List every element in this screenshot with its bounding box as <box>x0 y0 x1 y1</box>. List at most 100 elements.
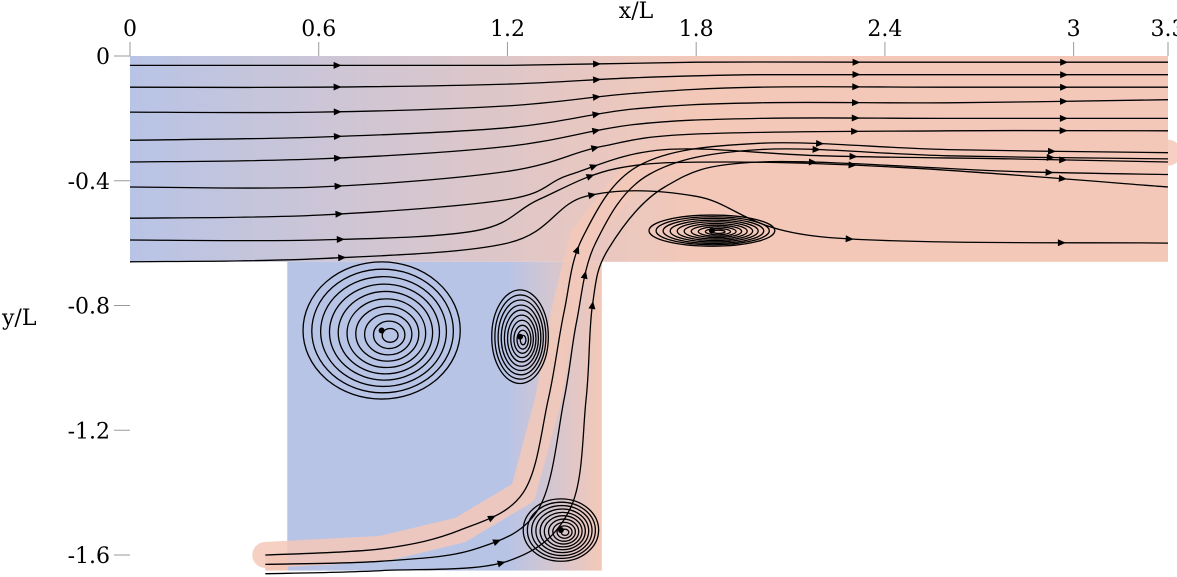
streamline-2-arrow-2 <box>852 83 861 91</box>
streamline-3-arrow-0 <box>333 133 342 141</box>
streamline-11-arrow-1 <box>588 300 596 310</box>
streamline-4-arrow-1 <box>591 127 601 135</box>
vortex-1-ring-1 <box>519 334 527 346</box>
streamline-10-arrow-3 <box>1047 147 1056 155</box>
streamline-3 <box>129 99 1169 141</box>
streamline-5-arrow-1 <box>590 145 600 153</box>
streamline-5-arrow-2 <box>851 127 860 135</box>
streamline-9-arrow-1 <box>580 270 588 280</box>
streamline-9-arrow-3 <box>1046 153 1055 161</box>
streamline-8-arrow-3 <box>1057 239 1066 247</box>
vortex-0-ring-1 <box>381 327 399 343</box>
vortex-1-ring-3 <box>513 324 532 354</box>
streamlines <box>129 58 1169 575</box>
x-tick-label-6: 3.3 <box>1151 17 1177 42</box>
streamline-3-arrow-3 <box>1059 97 1068 105</box>
vortex-2-ring-5 <box>543 515 583 548</box>
vortex-1-ring-9 <box>494 294 547 380</box>
vortex-3-ring-6 <box>676 221 754 242</box>
vortex-0-ring-8 <box>319 275 448 388</box>
streamline-9-arrow-0 <box>492 539 502 547</box>
y-axis-title: y/L <box>1 306 37 331</box>
streamline-0-arrow-2 <box>852 58 861 66</box>
vortices <box>302 214 776 562</box>
x-tick-label-5: 3 <box>1067 17 1081 42</box>
vortex-2-ring-4 <box>547 518 580 545</box>
streamline-10-arrow-2 <box>815 139 825 147</box>
streamline-2-arrow-1 <box>592 93 601 101</box>
streamline-10-arrow-0 <box>487 515 496 523</box>
vortex-1-ring-5 <box>506 314 537 363</box>
streamline-1-arrow-0 <box>333 83 342 91</box>
streamline-8-arrow-2 <box>845 235 854 243</box>
streamline-6 <box>129 148 1169 219</box>
vortex-0-core <box>378 327 385 334</box>
vortex-1-core <box>517 333 524 340</box>
flow-domain <box>130 56 1168 571</box>
x-tick-label-1: 0.6 <box>301 17 336 42</box>
streamline-4-arrow-2 <box>851 114 860 122</box>
vortex-0-ring-6 <box>337 290 434 375</box>
vortex-2-ring-3 <box>552 521 577 542</box>
vortex-3-ring-5 <box>683 222 748 240</box>
vortex-1-ring-6 <box>503 309 540 367</box>
streamline-0-arrow-0 <box>333 61 342 69</box>
y-axis: 0 -0.4 -0.8 -1.2 -1.6 <box>68 45 130 569</box>
vortex-3 <box>648 214 776 247</box>
vortex-1-ring-2 <box>516 329 530 350</box>
streamline-4-arrow-3 <box>1059 114 1068 122</box>
y-tick-label-3: -1.2 <box>68 419 110 444</box>
streamline-2 <box>129 86 1168 114</box>
vortex-0-ring-10 <box>302 261 461 400</box>
vortex-0-ring-5 <box>346 298 427 369</box>
streamline-8-arrow-0 <box>338 254 347 262</box>
streamline-11-arrow-3 <box>1045 168 1054 176</box>
vortex-3-ring-2 <box>704 227 732 236</box>
streamline-2-arrow-3 <box>1060 83 1069 91</box>
streamline-0-arrow-1 <box>593 60 602 68</box>
vortex-2-ring-2 <box>556 525 573 539</box>
vortex-3-ring-9 <box>655 216 770 246</box>
streamline-6-arrow-1 <box>589 164 598 171</box>
vortex-0-ring-7 <box>328 283 441 381</box>
x-axis-title: x/L <box>619 0 654 24</box>
streamline-0-arrow-3 <box>1060 58 1069 66</box>
vortex-3-ring-7 <box>669 219 759 243</box>
streamline-5-arrow-0 <box>334 182 343 190</box>
vortex-1-ring-7 <box>500 304 542 372</box>
vortex-1 <box>491 289 549 385</box>
streamline-2-arrow-0 <box>333 108 342 116</box>
streamline-8-arrow-1 <box>587 192 597 200</box>
vortex-0-ring-3 <box>363 313 413 356</box>
streamline-11 <box>265 160 1169 575</box>
streamline-4 <box>129 117 1168 163</box>
streamline-11-arrow-0 <box>496 560 506 568</box>
streamline-1-arrow-3 <box>1060 71 1069 79</box>
x-tick-label-0: 0 <box>123 17 137 42</box>
streamline-10-arrow-1 <box>572 245 580 255</box>
vortex-1-ring-4 <box>510 319 535 359</box>
vortex-3-ring-10 <box>648 214 776 247</box>
vortex-2-core <box>557 527 564 534</box>
streamline-5-arrow-3 <box>1059 127 1068 135</box>
y-tick-label-1: -0.4 <box>68 170 110 195</box>
y-tick-label-2: -0.8 <box>68 295 110 320</box>
streamline-1-arrow-1 <box>592 76 602 84</box>
streamline-0 <box>130 61 1168 67</box>
streamline-1-arrow-2 <box>852 70 861 78</box>
vortex-2-ring-9 <box>526 501 597 560</box>
streamline-9-arrow-2 <box>812 145 821 153</box>
streamline-9 <box>265 148 1169 566</box>
vortex-2 <box>522 498 600 562</box>
vortex-0-ring-4 <box>355 305 420 362</box>
streamline-1 <box>129 73 1168 89</box>
vortex-1-ring-8 <box>497 299 544 376</box>
streamline-7-arrow-0 <box>336 236 345 244</box>
y-tick-label-0: 0 <box>96 45 110 70</box>
streamline-7-arrow-3 <box>1058 174 1067 182</box>
streamline-6-arrow-2 <box>849 152 858 160</box>
y-tick-label-4: -1.6 <box>68 544 110 569</box>
vortex-3-core <box>708 227 715 234</box>
vortex-2-ring-10 <box>522 498 600 562</box>
